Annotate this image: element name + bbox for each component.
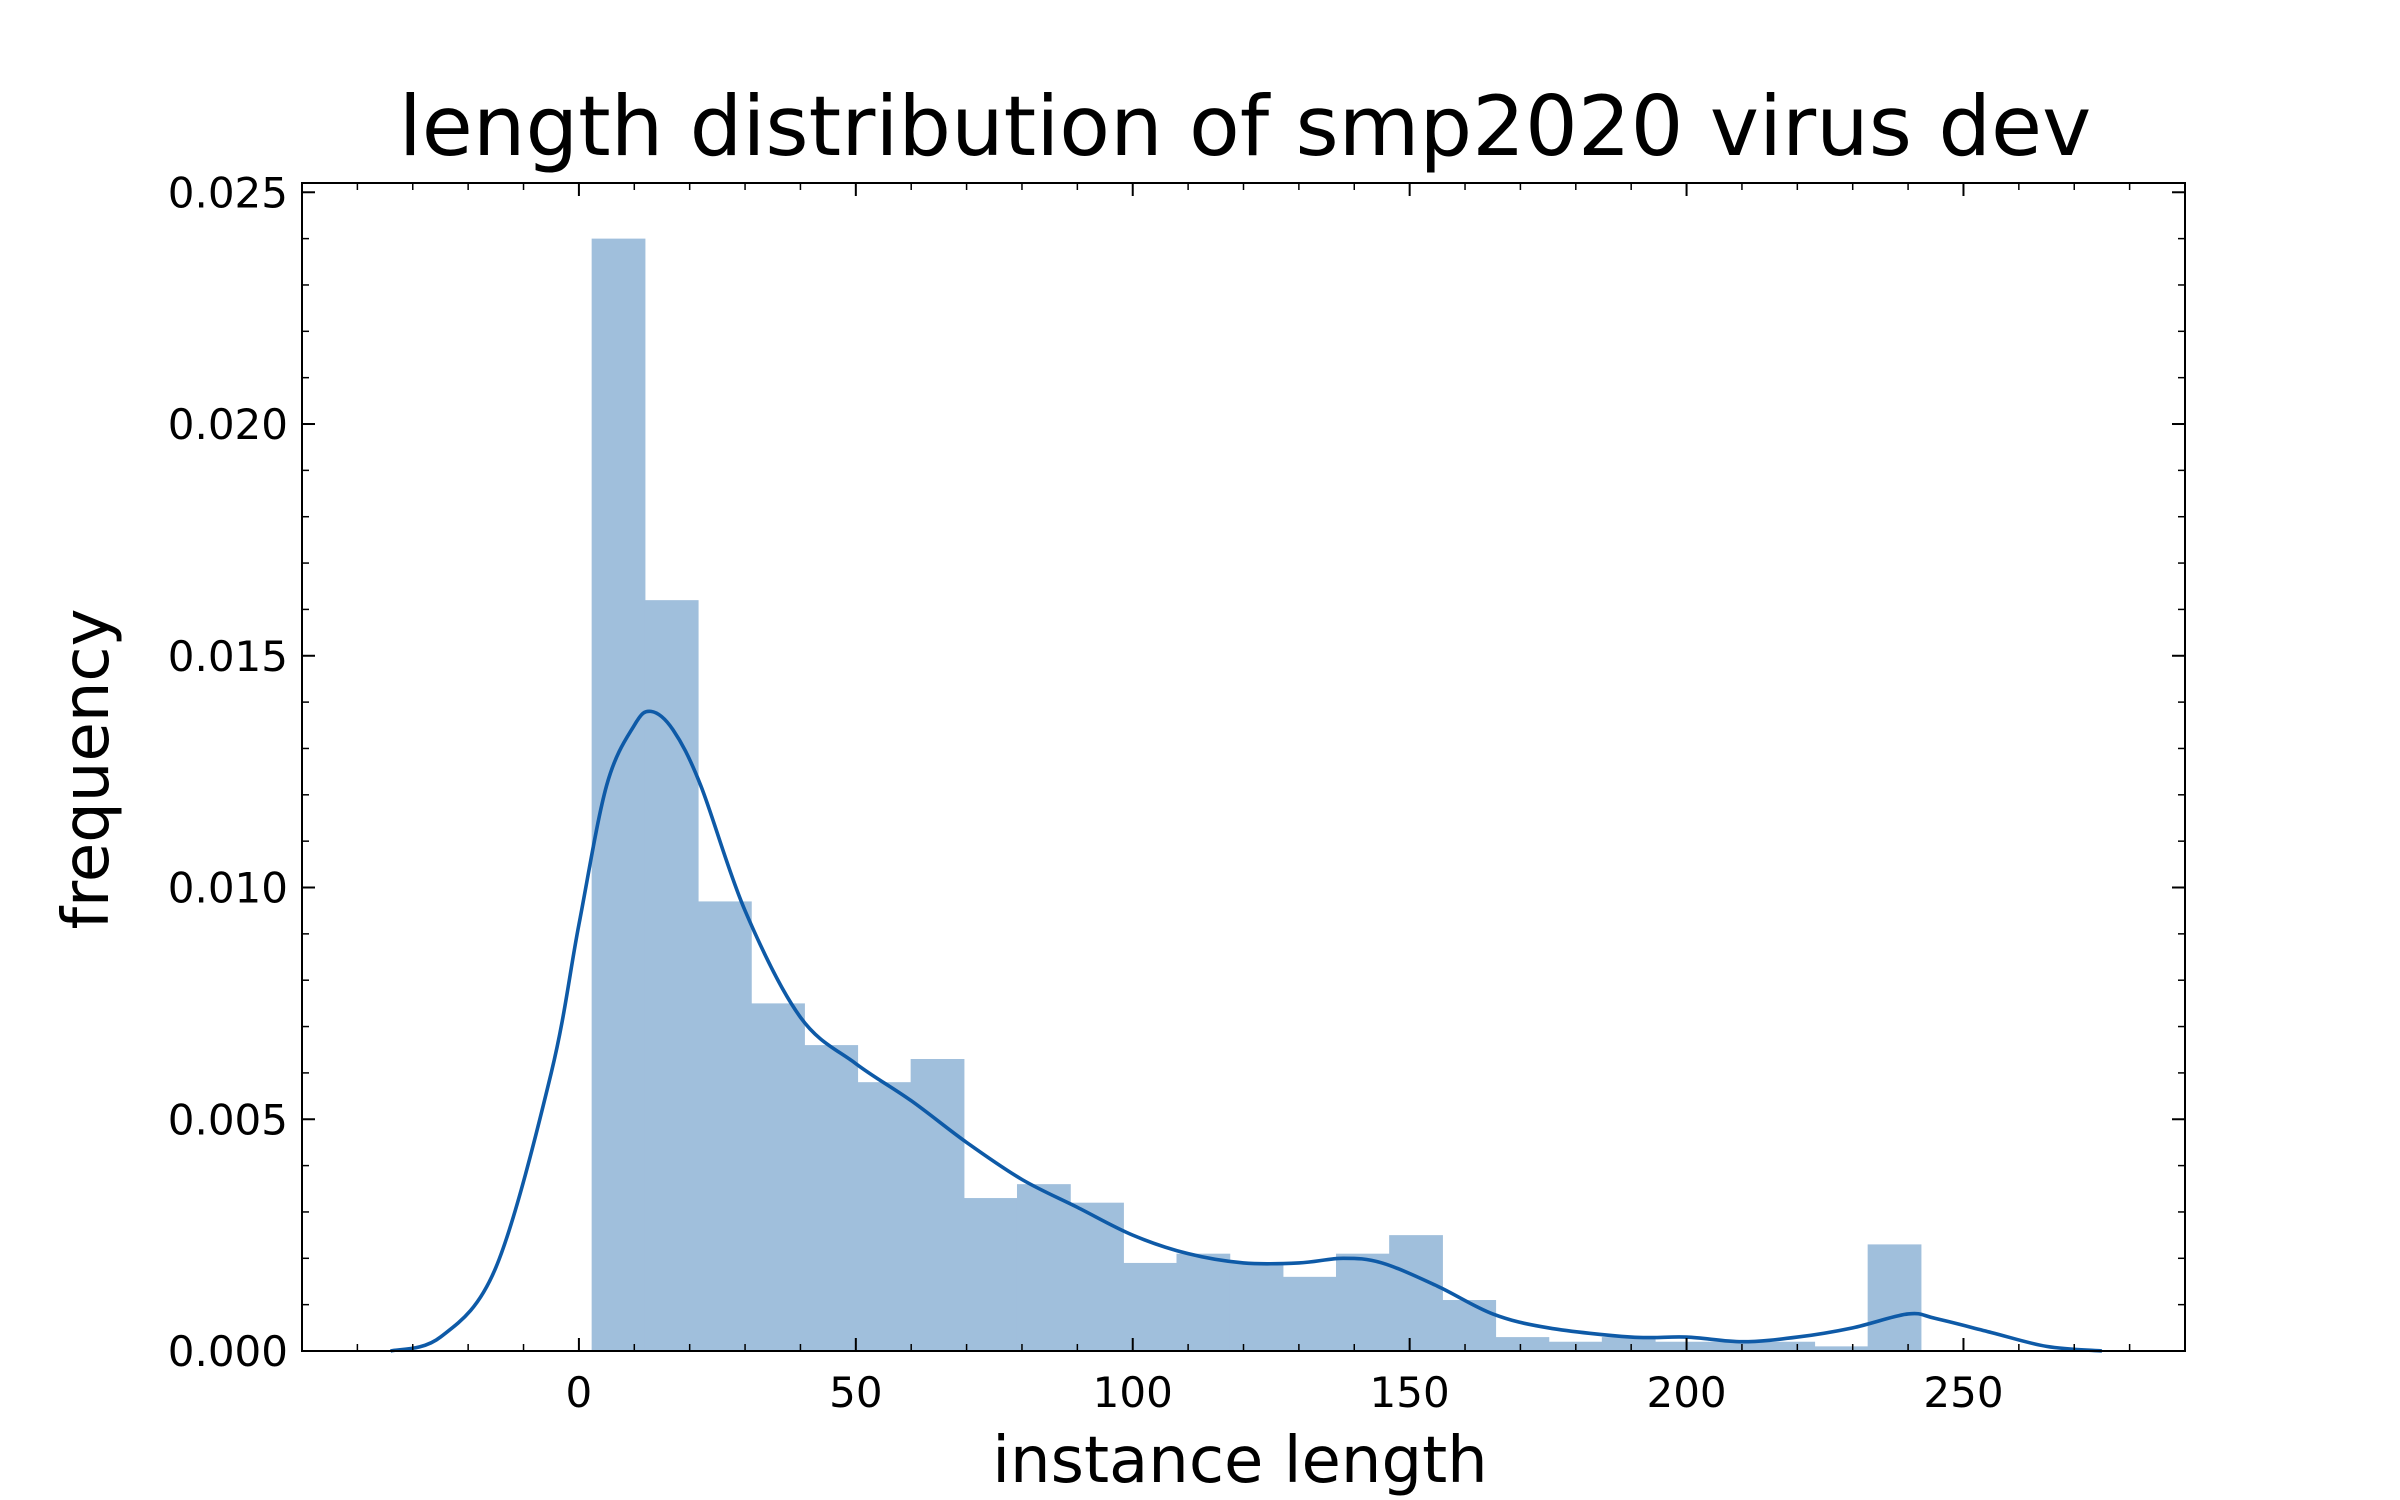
histogram-bar — [857, 1082, 912, 1351]
x-tick-label: 150 — [1370, 1368, 1450, 1417]
y-tick-label: 0.005 — [168, 1095, 288, 1144]
histogram-bar — [804, 1045, 859, 1351]
x-tick-label: 250 — [1923, 1368, 2003, 1417]
kde-curve — [390, 709, 2103, 1353]
y-tick-label: 0.025 — [168, 168, 288, 217]
histogram-bar — [1070, 1202, 1124, 1351]
histogram-bar — [1654, 1341, 1709, 1351]
histogram-bar — [1123, 1262, 1178, 1351]
x-tick-label: 50 — [829, 1368, 882, 1417]
histogram-bar — [751, 1003, 805, 1351]
histogram-bar — [591, 238, 646, 1352]
y-tick-label: 0.000 — [168, 1327, 288, 1376]
histogram-bar — [910, 1059, 965, 1351]
histogram-bar — [1176, 1253, 1231, 1351]
y-axis-label: frequency — [50, 609, 124, 930]
plot-frame — [301, 182, 2186, 1352]
x-tick-label: 200 — [1646, 1368, 1726, 1417]
kde-layer — [390, 709, 2103, 1353]
histogram-bar — [1229, 1262, 1284, 1351]
y-tick-label: 0.020 — [168, 400, 288, 449]
histogram-bar — [1389, 1235, 1443, 1351]
histogram-bar — [1814, 1346, 1869, 1351]
histogram-bar — [1016, 1184, 1071, 1351]
histogram-bars — [591, 238, 1922, 1352]
histogram-bar — [1495, 1337, 1550, 1351]
axis-ticks: 0 50 100 150 200 250 0.000 0.005 0.010 0.015 0.020… — [168, 168, 2185, 1417]
x-axis-label: instance length — [992, 1424, 1487, 1498]
histogram-bar — [1601, 1337, 1656, 1351]
x-tick-label: 0 — [566, 1368, 593, 1417]
x-tick-label: 100 — [1093, 1368, 1173, 1417]
histogram-bar — [1761, 1341, 1816, 1351]
y-tick-label: 0.010 — [168, 864, 288, 913]
histogram-bar — [1867, 1244, 1922, 1351]
chart-title: length distribution of smp2020 virus dev — [399, 78, 2092, 175]
histogram-bar — [1282, 1276, 1337, 1351]
histogram-bar — [697, 901, 752, 1351]
histogram-bar — [1335, 1253, 1390, 1351]
histogram-bar — [963, 1198, 1018, 1351]
histogram-bar — [1708, 1341, 1762, 1351]
y-tick-label: 0.015 — [168, 632, 288, 681]
histogram-bar — [1442, 1300, 1497, 1351]
